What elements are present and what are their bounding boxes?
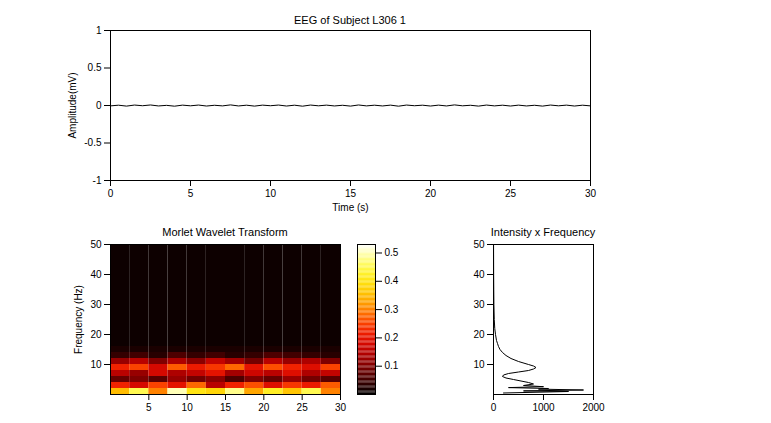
svg-text:30: 30 xyxy=(585,188,597,199)
svg-text:25: 25 xyxy=(297,402,309,413)
svg-text:0: 0 xyxy=(96,100,102,111)
svg-text:20: 20 xyxy=(425,188,437,199)
svg-text:5: 5 xyxy=(188,188,194,199)
html-text:Intensity x Frequency: Intensity x Frequency xyxy=(490,226,596,238)
svg-text:0.5: 0.5 xyxy=(88,62,102,73)
svg-text:0: 0 xyxy=(108,188,114,199)
svg-text:Frequency (Hz): Frequency (Hz) xyxy=(73,285,84,354)
svg-text:0.1: 0.1 xyxy=(385,360,399,371)
svg-text:10: 10 xyxy=(90,359,102,370)
svg-text:Time (s): Time (s) xyxy=(332,202,368,213)
svg-text:-1: -1 xyxy=(93,175,102,186)
svg-text:15: 15 xyxy=(345,188,357,199)
svg-text:2000: 2000 xyxy=(582,402,605,413)
svg-text:10: 10 xyxy=(265,188,277,199)
svg-text:0.4: 0.4 xyxy=(385,275,399,286)
svg-text:0.5: 0.5 xyxy=(385,247,399,258)
svg-text:30: 30 xyxy=(90,299,102,310)
svg-text:10: 10 xyxy=(182,402,194,413)
html-text:EEG of Subject L306 1: EEG of Subject L306 1 xyxy=(294,14,406,26)
svg-text:1000: 1000 xyxy=(532,402,555,413)
svg-text:0: 0 xyxy=(491,402,497,413)
svg-text:30: 30 xyxy=(473,299,485,310)
svg-text:40: 40 xyxy=(90,269,102,280)
svg-text:1: 1 xyxy=(96,25,102,36)
svg-text:-0.5: -0.5 xyxy=(84,137,102,148)
svg-text:15: 15 xyxy=(220,402,232,413)
svg-text:20: 20 xyxy=(90,329,102,340)
svg-text:Amplitude(mV): Amplitude(mV) xyxy=(67,72,78,138)
svg-text:20: 20 xyxy=(258,402,270,413)
svg-text:0.3: 0.3 xyxy=(385,304,399,315)
svg-text:25: 25 xyxy=(505,188,517,199)
svg-text:0.2: 0.2 xyxy=(385,332,399,343)
svg-text:30: 30 xyxy=(335,402,347,413)
svg-text:5: 5 xyxy=(146,402,152,413)
svg-text:20: 20 xyxy=(473,329,485,340)
svg-text:40: 40 xyxy=(473,269,485,280)
svg-text:50: 50 xyxy=(90,239,102,250)
svg-text:10: 10 xyxy=(473,359,485,370)
html-text:Morlet Wavelet Transform: Morlet Wavelet Transform xyxy=(162,226,288,238)
svg-text:50: 50 xyxy=(473,239,485,250)
